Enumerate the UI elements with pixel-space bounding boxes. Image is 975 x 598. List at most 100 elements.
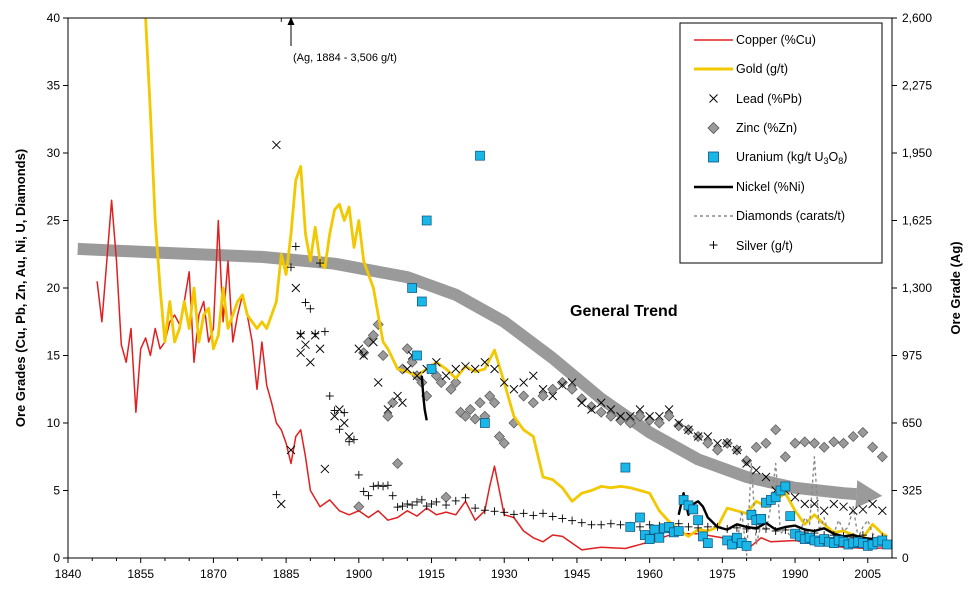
- silver-point: [480, 506, 489, 515]
- y2-tick-label: 650: [902, 416, 922, 430]
- zinc-point: [464, 404, 476, 415]
- zinc-point: [663, 410, 675, 422]
- trend-arrow-head: [855, 480, 883, 509]
- zinc-point: [382, 410, 394, 422]
- trend-arrow-shaft: [77, 242, 857, 501]
- lead-point: [819, 506, 829, 516]
- legend-uranium-label: Uranium (kg/t U3O8): [736, 150, 847, 166]
- zinc-point: [789, 437, 801, 449]
- lead-point: [480, 357, 490, 367]
- zinc-point: [518, 390, 530, 402]
- silver-point: [558, 514, 567, 523]
- zinc-point: [653, 417, 665, 429]
- zinc-point: [741, 455, 753, 467]
- x-tick-label: 1930: [491, 567, 518, 581]
- zinc-point: [857, 426, 869, 438]
- zinc-point: [459, 410, 471, 422]
- uranium-point: [475, 150, 485, 161]
- uranium-point: [756, 513, 766, 524]
- lead-point: [499, 378, 509, 387]
- zinc-point: [474, 397, 486, 409]
- silver-point: [320, 327, 329, 336]
- silver-point: [500, 508, 509, 517]
- zinc-point: [489, 397, 501, 409]
- silver-point: [388, 491, 397, 500]
- lead-point: [693, 432, 703, 441]
- uranium-point: [882, 539, 892, 550]
- silver-point: [529, 511, 538, 520]
- uranium-point: [416, 296, 427, 307]
- silver-point: [490, 507, 499, 516]
- zinc-point: [750, 441, 762, 453]
- uranium-point: [625, 522, 636, 532]
- silver-point: [471, 504, 480, 513]
- silver-point: [272, 490, 281, 499]
- zinc-point: [498, 437, 510, 449]
- zinc-point: [644, 414, 656, 426]
- silver-point: [349, 435, 358, 444]
- silver-point: [412, 497, 421, 506]
- lead-point: [548, 391, 558, 401]
- silver-point: [316, 259, 325, 268]
- lead-point: [722, 438, 732, 448]
- silver-point: [606, 519, 615, 528]
- y-tick-label: 15: [47, 349, 61, 363]
- uranium-point: [412, 350, 422, 361]
- zinc-point: [808, 437, 820, 449]
- legend-silver-label: Silver (g/t): [736, 239, 793, 253]
- zinc-point: [387, 397, 399, 409]
- x-tick-label: 1885: [273, 567, 300, 581]
- y2-tick-label: 2,275: [902, 79, 932, 93]
- silver-point: [325, 392, 334, 400]
- uranium-point: [688, 504, 699, 515]
- nickel-line: [420, 375, 428, 421]
- lead-point: [732, 445, 742, 455]
- lead-point: [645, 411, 654, 421]
- silver-point: [301, 298, 310, 307]
- uranium-point: [421, 215, 432, 226]
- gold-line: [144, 18, 888, 540]
- lead-point: [616, 411, 625, 421]
- lead-point: [655, 411, 664, 421]
- lead-point: [751, 465, 761, 475]
- zinc-point: [624, 417, 636, 429]
- silver-outlier-label: (Ag, 1884 - 3,506 g/t): [293, 52, 397, 64]
- zinc-point: [576, 393, 588, 405]
- lead-point: [330, 411, 339, 421]
- arrow-head-icon: [287, 17, 295, 25]
- y2-tick-label: 1,950: [902, 146, 932, 160]
- silver-point: [364, 491, 373, 500]
- zinc-point: [760, 437, 772, 449]
- lead-point: [528, 371, 538, 381]
- zinc-point: [377, 350, 389, 361]
- lead-point: [839, 502, 848, 512]
- x-tick-label: 1840: [55, 567, 82, 581]
- lead-point: [398, 398, 407, 408]
- silver-point: [742, 524, 751, 533]
- lead-point: [664, 405, 674, 414]
- legend-nickel-label: Nickel (%Ni): [736, 180, 805, 194]
- silver-point: [354, 470, 363, 479]
- y-tick-label: 20: [47, 281, 61, 295]
- trend-label: General Trend: [570, 303, 678, 320]
- x-tick-label: 1855: [127, 567, 154, 581]
- silver-point: [345, 437, 354, 446]
- silver-point: [359, 487, 368, 496]
- uranium-point: [702, 538, 713, 549]
- lead-point: [383, 405, 393, 414]
- zinc-point: [566, 383, 578, 395]
- legend-copper-label: Copper (%Cu): [736, 33, 816, 47]
- uranium-point: [780, 481, 791, 492]
- zinc-point: [779, 451, 791, 463]
- silver-point: [548, 512, 557, 521]
- lead-point: [441, 371, 451, 381]
- y-tick-label: 30: [47, 146, 61, 160]
- zinc-point: [537, 390, 549, 402]
- legend-gold-label: Gold (g/t): [736, 62, 788, 76]
- zinc-point: [435, 377, 447, 388]
- zinc-point: [615, 414, 627, 426]
- lead-point: [587, 405, 596, 414]
- silver-point: [694, 523, 703, 532]
- lead-point: [848, 506, 858, 516]
